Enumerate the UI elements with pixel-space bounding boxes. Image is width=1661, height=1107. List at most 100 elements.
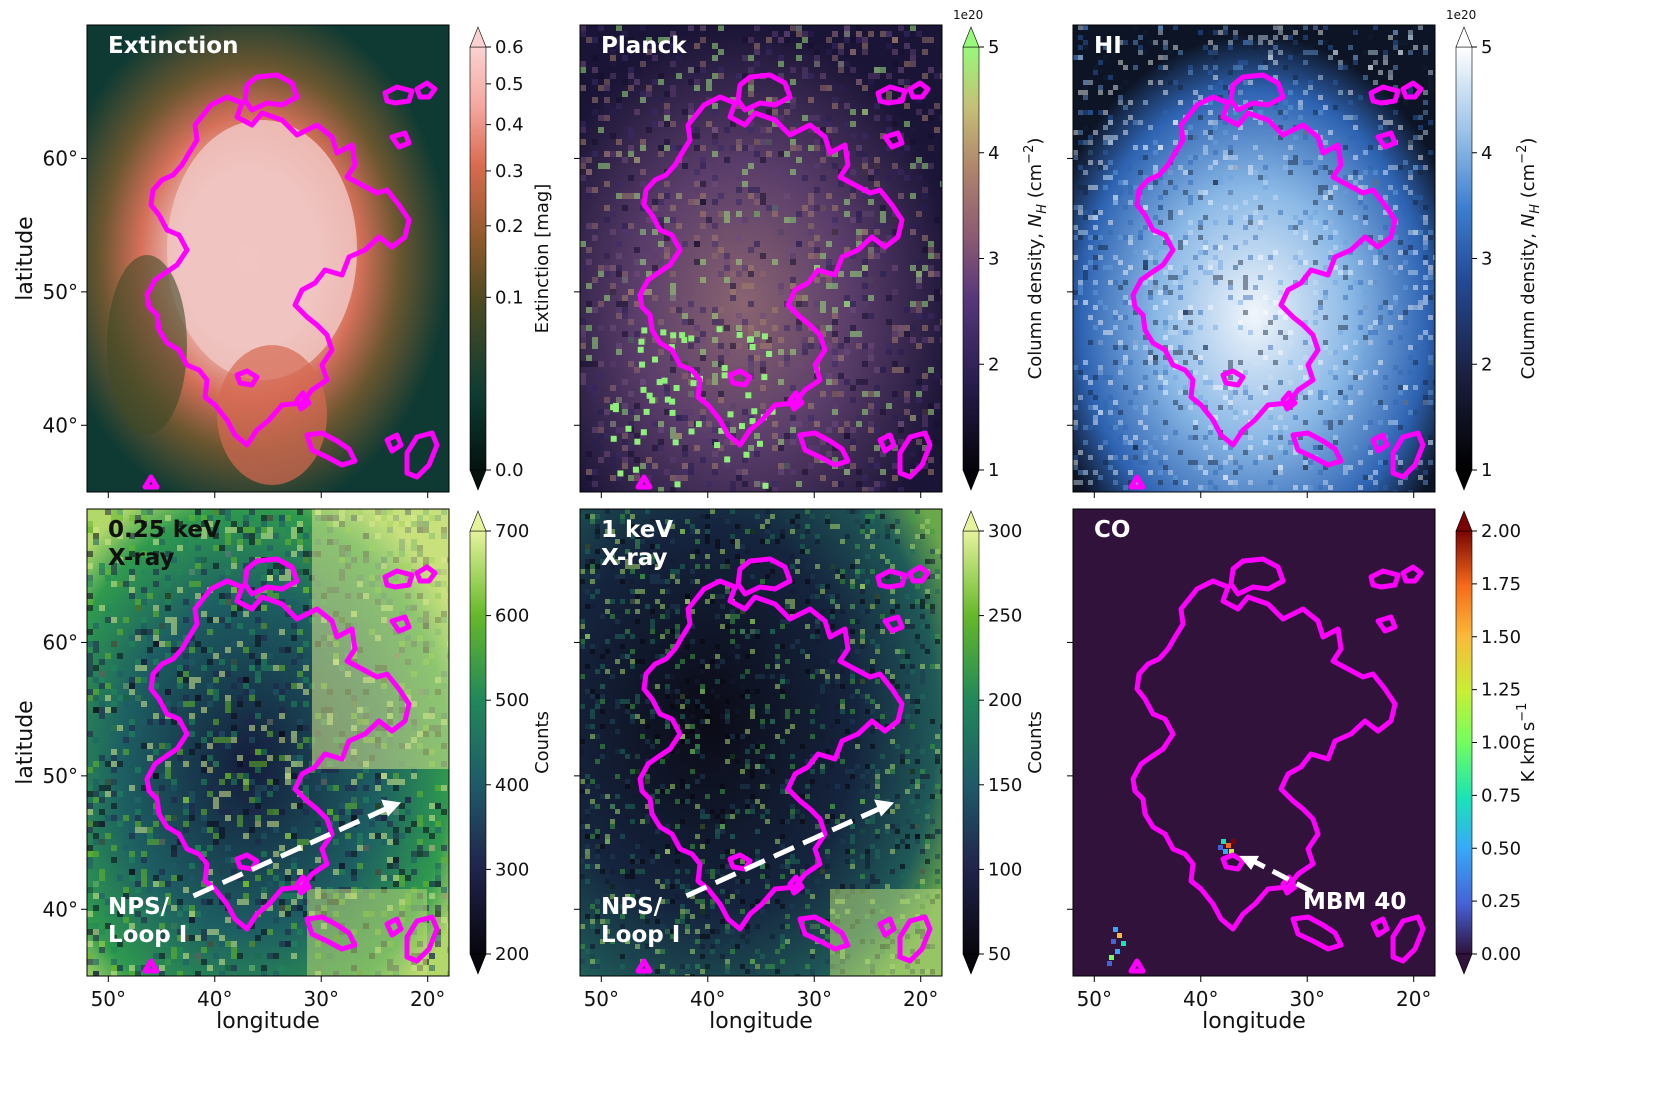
data-pixel [1083, 80, 1088, 85]
data-pixel [1373, 280, 1378, 285]
data-pixel [1303, 465, 1308, 470]
data-pixel [1208, 265, 1213, 270]
data-pixel [1333, 230, 1338, 235]
data-pixel [111, 749, 117, 755]
data-pixel [1273, 135, 1278, 140]
data-pixel [1173, 140, 1178, 145]
data-pixel [646, 85, 652, 91]
data-pixel [706, 481, 712, 487]
data-pixel [1313, 25, 1318, 30]
data-pixel [1393, 300, 1398, 305]
data-pixel [183, 827, 189, 833]
data-pixel [826, 277, 832, 283]
data-pixel [634, 367, 640, 373]
data-pixel [1248, 105, 1253, 110]
data-pixel [291, 731, 297, 737]
data-pixel [189, 581, 195, 587]
data-pixel [748, 91, 754, 97]
data-pixel [159, 527, 165, 533]
data-pixel [87, 959, 93, 965]
data-pixel [1258, 65, 1263, 70]
data-pixel [243, 881, 249, 887]
data-pixel [1148, 255, 1153, 260]
data-pixel [111, 509, 117, 515]
data-pixel [805, 689, 810, 694]
data-pixel [1078, 470, 1083, 475]
data-pixel [1383, 140, 1388, 145]
data-pixel [1318, 165, 1323, 170]
data-pixel [1198, 225, 1203, 230]
data-pixel [1098, 300, 1103, 305]
data-pixel [279, 647, 285, 653]
data-pixel [375, 815, 381, 821]
data-pixel [724, 277, 730, 283]
data-pixel [886, 31, 892, 37]
data-pixel [826, 451, 832, 457]
data-pixel [195, 593, 201, 599]
data-pixel [1078, 285, 1083, 290]
data-pixel [886, 175, 892, 181]
data-pixel [105, 653, 111, 659]
data-pixel [1213, 260, 1218, 265]
data-pixel [922, 337, 928, 343]
data-pixel [1393, 40, 1398, 45]
data-pixel [327, 809, 333, 815]
data-pixel [1113, 255, 1118, 260]
data-pixel [832, 457, 838, 463]
data-pixel [1088, 380, 1093, 385]
data-pixel [892, 37, 898, 43]
data-pixel [1103, 185, 1108, 190]
data-pixel [1153, 360, 1158, 365]
data-pixel [916, 313, 922, 319]
data-pixel [1113, 480, 1118, 485]
annotation-arrow [192, 804, 393, 899]
data-pixel [1383, 55, 1388, 60]
data-pixel [706, 421, 712, 427]
data-pixel [237, 677, 243, 683]
data-pixel [718, 307, 724, 313]
data-pixel [1263, 390, 1268, 395]
data-pixel [1323, 395, 1328, 400]
data-pixel [754, 241, 760, 247]
data-pixel [213, 743, 219, 749]
data-pixel [141, 785, 147, 791]
data-pixel [681, 337, 688, 344]
data-pixel [411, 869, 417, 875]
data-pixel [1243, 40, 1248, 45]
data-pixel [189, 515, 195, 521]
data-pixel [688, 25, 694, 31]
data-pixel [874, 403, 880, 409]
data-pixel [1158, 460, 1163, 465]
data-pixel [273, 779, 279, 785]
data-pixel [1413, 230, 1418, 235]
cloud-contour [1370, 432, 1390, 454]
data-pixel [1178, 310, 1183, 315]
data-pixel [880, 217, 886, 223]
data-pixel [1338, 325, 1343, 330]
data-pixel [814, 61, 820, 67]
data-pixel [1233, 265, 1238, 270]
data-pixel [165, 581, 171, 587]
data-pixel [315, 785, 321, 791]
data-pixel [694, 43, 700, 49]
data-pixel [664, 469, 670, 475]
data-pixel [1193, 425, 1198, 430]
data-pixel [141, 629, 147, 635]
data-pixel [297, 551, 303, 557]
data-pixel [405, 839, 411, 845]
data-pixel [670, 332, 677, 339]
data-pixel [1238, 300, 1243, 305]
colorbar-label-part: H [1528, 204, 1543, 214]
data-pixel [225, 593, 231, 599]
data-pixel [1268, 480, 1273, 485]
data-pixel [297, 725, 303, 731]
data-pixel [201, 899, 207, 905]
data-pixel [688, 469, 694, 475]
data-pixel [1328, 370, 1333, 375]
data-pixel [664, 409, 670, 415]
colorbar-label-part: −2 [1022, 145, 1037, 164]
data-pixel [850, 37, 856, 43]
data-pixel [802, 205, 808, 211]
data-pixel [670, 295, 676, 301]
data-pixel [748, 331, 754, 337]
